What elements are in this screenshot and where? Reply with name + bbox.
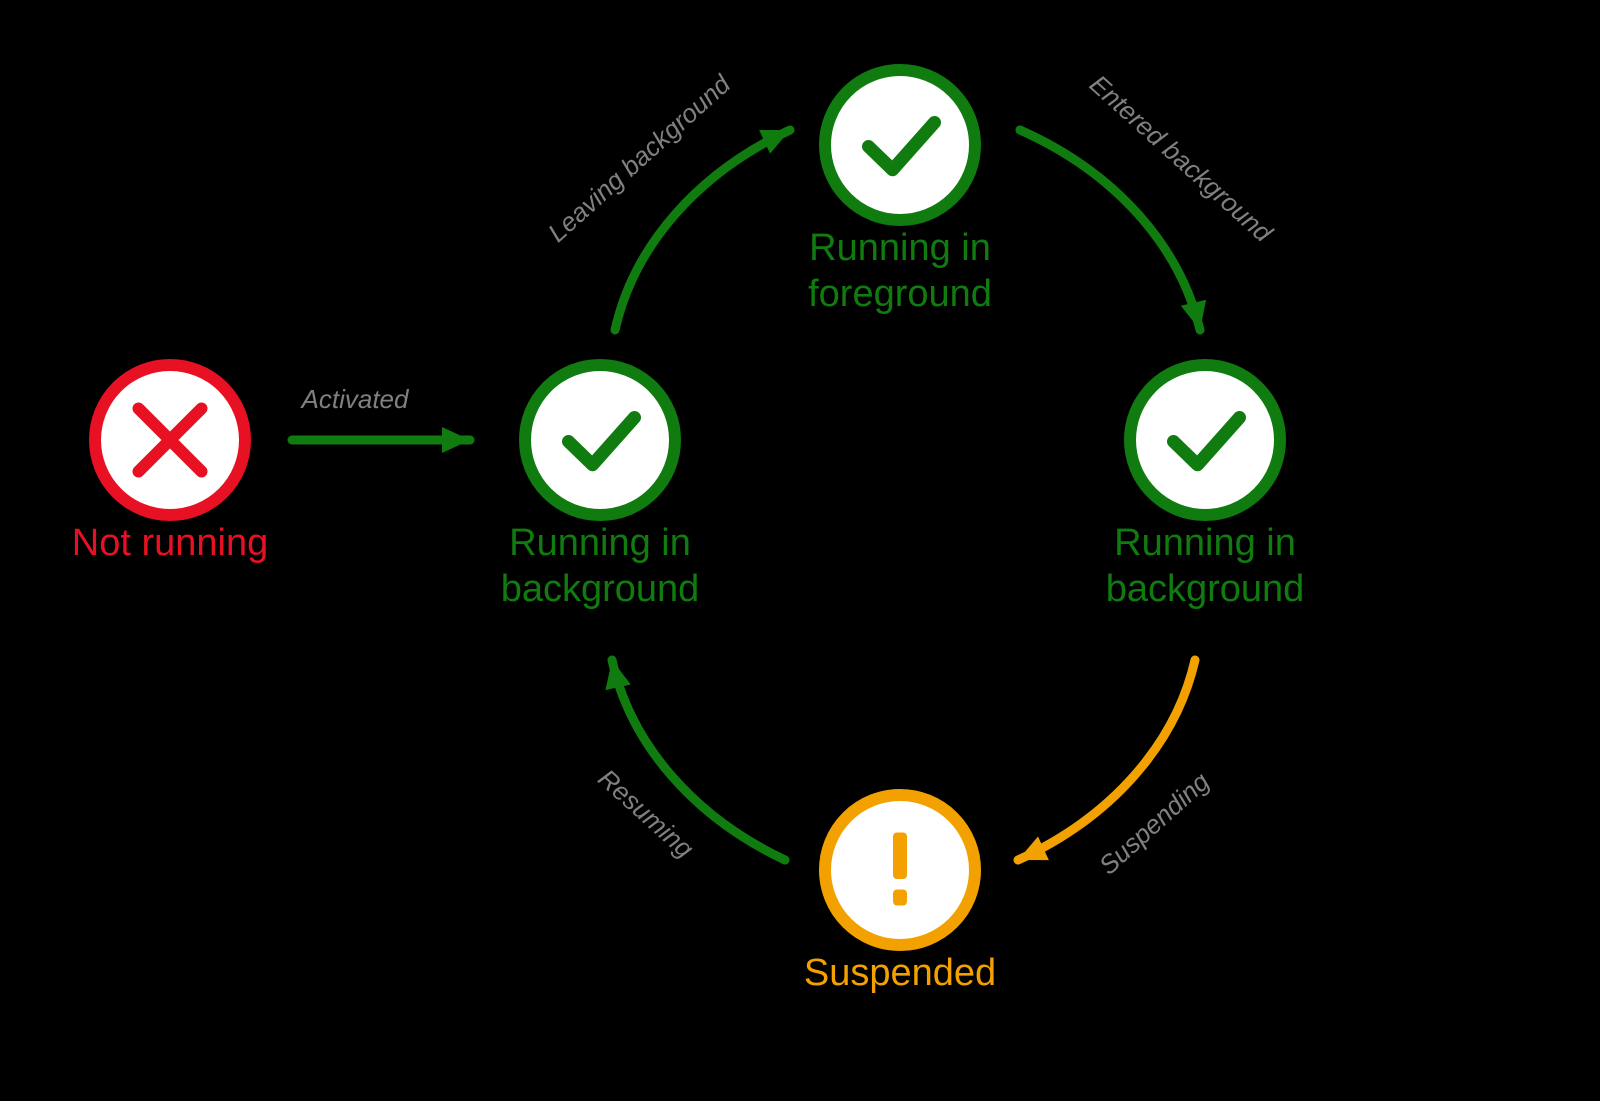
- node-fg: Running inforeground: [808, 70, 992, 315]
- node-label-bg_left: Running in: [509, 522, 691, 564]
- edge-label-activated: Activated: [300, 384, 410, 414]
- node-label-not_running: Not running: [72, 522, 268, 564]
- bang-icon: [893, 833, 907, 906]
- node-label-bg_right: background: [1106, 568, 1305, 610]
- node-label-suspended: Suspended: [804, 952, 996, 994]
- node-label-bg_left: background: [501, 568, 700, 610]
- state-diagram: ActivatedLeaving backgroundEntered backg…: [0, 0, 1600, 1101]
- node-label-fg: foreground: [808, 273, 992, 315]
- node-label-bg_right: Running in: [1114, 522, 1296, 564]
- node-label-fg: Running in: [809, 227, 991, 269]
